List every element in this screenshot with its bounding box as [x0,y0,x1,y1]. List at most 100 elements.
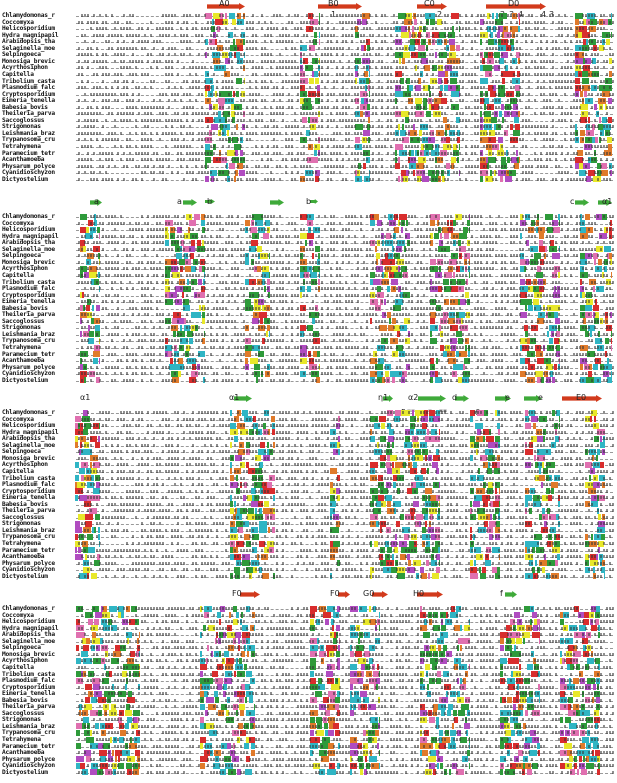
residue-letter [195,21,197,24]
residue-letter [117,34,119,37]
residue-letter [321,73,323,76]
residue-letter [132,34,134,37]
residue-letter [231,53,233,56]
residue-letter [219,53,221,56]
residue-letter [414,27,416,30]
residue-letter [87,21,89,24]
residue-letter [183,34,185,37]
residue-letter [120,53,122,56]
residue-letter [264,47,266,50]
residue-letter [549,86,551,89]
residue-letter [141,27,143,30]
residue-letter [504,40,506,43]
residue-letter [351,80,353,83]
residue-letter [438,86,440,89]
residue-letter [327,47,329,50]
residue-letter [570,86,572,89]
residue-letter [582,21,584,24]
residue-letter [456,73,458,76]
residue-letter [369,47,371,50]
residue-letter [333,93,335,96]
residue-letter [342,14,344,17]
residue-letter [351,86,353,89]
residue-letter [432,60,434,63]
residue-letter [159,34,161,37]
residue-highlight [402,58,405,64]
residue-letter [378,93,380,96]
residue-letter [486,53,488,56]
alignment-block-1: A0B0C0D01223443Chlamydomonas_rCoccomyxaH… [0,0,617,196]
residue-letter [489,73,491,76]
residue-letter [177,93,179,96]
residue-letter [108,73,110,76]
residue-letter [513,47,515,50]
residue-highlight [582,78,589,84]
residue-letter [285,27,287,30]
residue-letter [432,40,434,43]
residue-letter [150,53,152,56]
residue-letter [474,66,476,69]
residue-letter [510,27,512,30]
residue-letter [579,66,581,69]
residue-letter [567,60,569,63]
residue-letter [120,66,122,69]
residue-letter [288,40,290,43]
residue-letter [561,80,563,83]
residue-letter [261,86,263,89]
residue-letter [228,93,230,96]
residue-letter [249,21,251,24]
residue-letter [447,14,449,17]
residue-letter [396,86,398,89]
residue-letter [132,40,134,43]
residue-letter [300,73,302,76]
residue-letter [138,27,140,30]
residue-letter [540,60,542,63]
residue-letter [573,73,575,76]
residue-letter [312,93,314,96]
residue-letter [150,86,152,89]
residue-letter [297,93,299,96]
residue-letter [147,53,149,56]
residue-letter [105,73,107,76]
residue-letter [219,66,221,69]
residue-letter [543,53,545,56]
residue-letter [411,53,413,56]
residue-letter [393,93,395,96]
residue-letter [105,86,107,89]
residue-letter [543,21,545,24]
residue-highlight [438,71,445,77]
residue-letter [363,73,365,76]
residue-letter [384,40,386,43]
residue-letter [237,21,239,24]
residue-letter [162,93,164,96]
residue-letter [417,93,419,96]
residue-letter [306,21,308,24]
residue-letter [393,27,395,30]
residue-letter [579,73,581,76]
residue-letter [534,34,536,37]
residue-letter [204,66,206,69]
residue-letter [609,86,611,89]
residue-letter [384,27,386,30]
residue-letter [132,53,134,56]
sequence-row [76,55,613,57]
residue-letter [486,40,488,43]
residue-letter [267,60,269,63]
residue-letter [267,86,269,89]
residue-letter [507,14,509,17]
residue-letter [288,80,290,83]
residue-letter [585,60,587,63]
residue-letter [606,34,608,37]
residue-letter [594,34,596,37]
residue-letter [201,93,203,96]
residue-letter [291,60,293,63]
residue-letter [114,80,116,83]
residue-letter [213,47,215,50]
residue-letter [420,53,422,56]
residue-letter [126,66,128,69]
residue-letter [516,47,518,50]
residue-letter [111,14,113,17]
residue-letter [417,80,419,83]
residue-letter [531,60,533,63]
residue-highlight [232,19,236,25]
